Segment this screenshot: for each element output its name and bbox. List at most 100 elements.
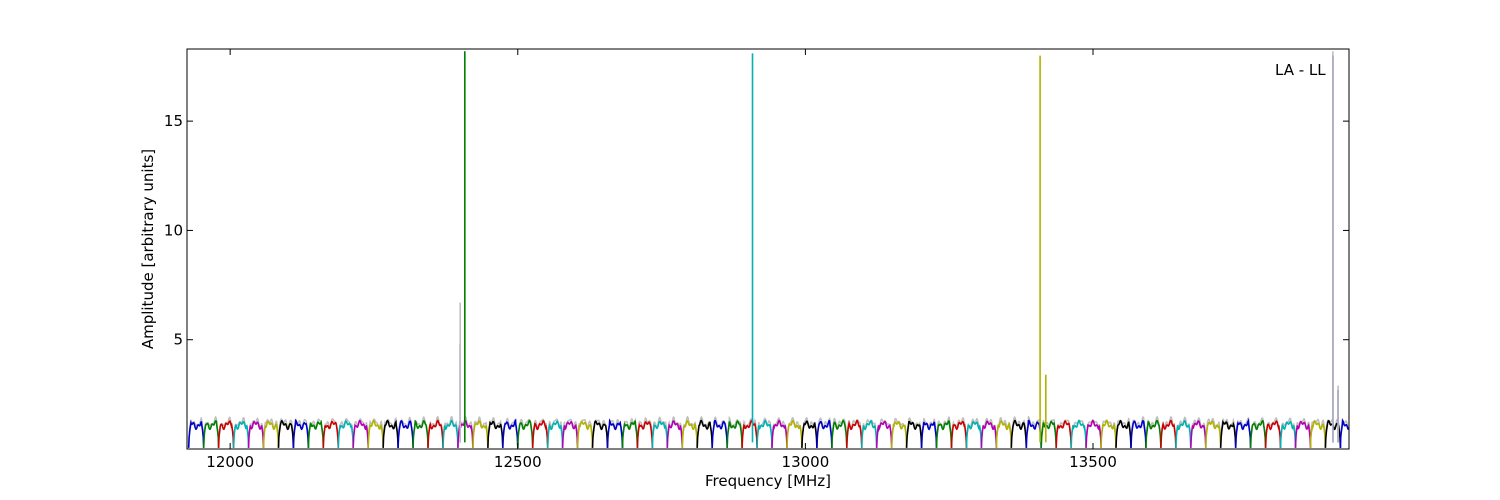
annotation-label: LA - LL	[1275, 61, 1326, 79]
spectrum-channel-line	[1190, 420, 1207, 448]
x-axis-label: Frequency [MHz]	[705, 472, 831, 490]
y-tick-label: 15	[164, 112, 183, 130]
spectrum-channel-line	[352, 420, 369, 448]
x-axis: 12000 12500 13000 13500	[206, 49, 1117, 471]
background-channel-line	[262, 418, 280, 448]
plot-area-background	[187, 49, 1349, 449]
spectrum-channel-line	[502, 418, 519, 448]
spectrum-channel-line	[726, 420, 743, 448]
spectrum-channel-line	[1010, 419, 1028, 448]
background-channel-line	[1294, 417, 1312, 448]
spectrum-channel-line	[741, 419, 758, 448]
spectrum-channel-line	[307, 419, 325, 448]
spike-layer	[459, 51, 1339, 443]
spectrum-channel-line	[621, 419, 639, 448]
spectrum-channel-line	[382, 419, 399, 448]
spectrum-channel-line	[1219, 419, 1237, 448]
spectrum-channel-line	[591, 420, 609, 448]
spectrum-channel-line	[1264, 420, 1282, 448]
spectrum-channel-line	[292, 418, 310, 448]
spectrum-channel-line	[711, 419, 728, 448]
background-channel-line	[1040, 418, 1057, 448]
spectrum-channel-line	[651, 420, 669, 448]
spectrum-channel-line	[1025, 419, 1042, 448]
spectrum-channel-line	[890, 421, 908, 448]
background-channel-line	[816, 417, 833, 448]
spectrum-channel-line	[801, 420, 818, 448]
spectrum-channel-line	[875, 420, 893, 448]
spectrum-channel-line	[202, 420, 220, 448]
plot-frame	[186, 48, 1350, 450]
spectrum-channel-line	[1040, 420, 1057, 448]
background-channel-line	[935, 416, 953, 448]
spectrum-channel-line	[965, 421, 983, 448]
background-channel-line	[367, 418, 384, 447]
background-channel-line	[1115, 417, 1132, 448]
spectrum-channel-line	[427, 419, 444, 448]
spectrum-channel-line	[1294, 420, 1312, 448]
spectrum-channel-line	[950, 420, 968, 448]
background-channel-line	[277, 417, 295, 448]
x-tick-label: 13000	[782, 453, 830, 471]
background-channel-line	[846, 418, 863, 448]
background-channel-line	[1010, 416, 1028, 448]
background-channel-line	[1205, 417, 1222, 448]
spectrum-channel-line	[472, 420, 489, 448]
spectrum-channel-line	[247, 420, 265, 448]
background-channel-line	[472, 416, 489, 448]
background-channel-line	[741, 418, 758, 447]
background-channel-line	[651, 416, 669, 448]
spectrum-channel-line	[1115, 419, 1132, 448]
y-tick-label: 10	[164, 221, 183, 239]
spectrum-channel-line	[1085, 419, 1102, 448]
spectrum-channel-line	[816, 419, 833, 448]
spectrum-channel-line	[397, 419, 414, 448]
x-tick-label: 12000	[206, 453, 254, 471]
background-channel-line	[1219, 417, 1237, 448]
y-tick-label: 5	[173, 331, 183, 349]
spectrum-channel-line	[546, 420, 564, 448]
spectrum-channel-line	[1130, 419, 1147, 448]
spectrum-channel-line	[1055, 420, 1072, 448]
spectrum-channel-line	[576, 420, 594, 448]
spectrum-channel-line	[905, 420, 923, 448]
spectrum-channel-line	[487, 420, 504, 448]
spectrum-channel-line	[771, 419, 788, 448]
spectrum-channel-line	[696, 419, 713, 448]
spectrum-channel-line	[756, 419, 773, 448]
spectrum-channel-line	[666, 420, 684, 448]
spectrum-channel-line	[606, 418, 624, 448]
x-tick-label: 12500	[494, 453, 542, 471]
y-axis-label: Amplitude [arbitrary units]	[139, 149, 157, 349]
spectrum-channel-line	[1339, 418, 1350, 448]
x-tick-label: 13500	[1069, 453, 1117, 471]
spectrum-channel-line	[262, 420, 280, 448]
series-layer	[187, 418, 1350, 448]
spectrum-channel-line	[531, 419, 549, 448]
spectrum-channel-line	[561, 420, 579, 448]
background-channel-line	[1025, 415, 1042, 447]
background-channel-line	[546, 418, 564, 448]
spectrum-channel-line	[1175, 420, 1192, 448]
spectrum-channel-line	[846, 419, 863, 448]
spectrum-channel-line	[1205, 420, 1222, 448]
spectrum-channel-line	[935, 420, 953, 448]
spectrum-channel-line	[187, 419, 205, 448]
background-channel-line	[726, 415, 743, 448]
background-channel-line	[1190, 417, 1207, 448]
spectrum-channel-line	[1234, 418, 1252, 448]
spectrum-channel-line	[1100, 419, 1117, 448]
spectrum-channel-line	[980, 420, 998, 448]
background-channel-line	[1130, 416, 1147, 448]
spectrum-channel-line	[861, 420, 878, 448]
background-channel-line	[920, 417, 938, 448]
background-channel-line	[950, 417, 968, 448]
spectrum-channel-line	[636, 420, 654, 448]
spectrum-channel-line	[995, 420, 1013, 448]
spectrum-channel-line	[1160, 419, 1177, 448]
spectrum-channel-line	[442, 419, 459, 448]
background-channel-line	[831, 417, 848, 448]
background-channel-line	[1145, 415, 1162, 447]
spectrum-channel-line	[1070, 419, 1087, 448]
